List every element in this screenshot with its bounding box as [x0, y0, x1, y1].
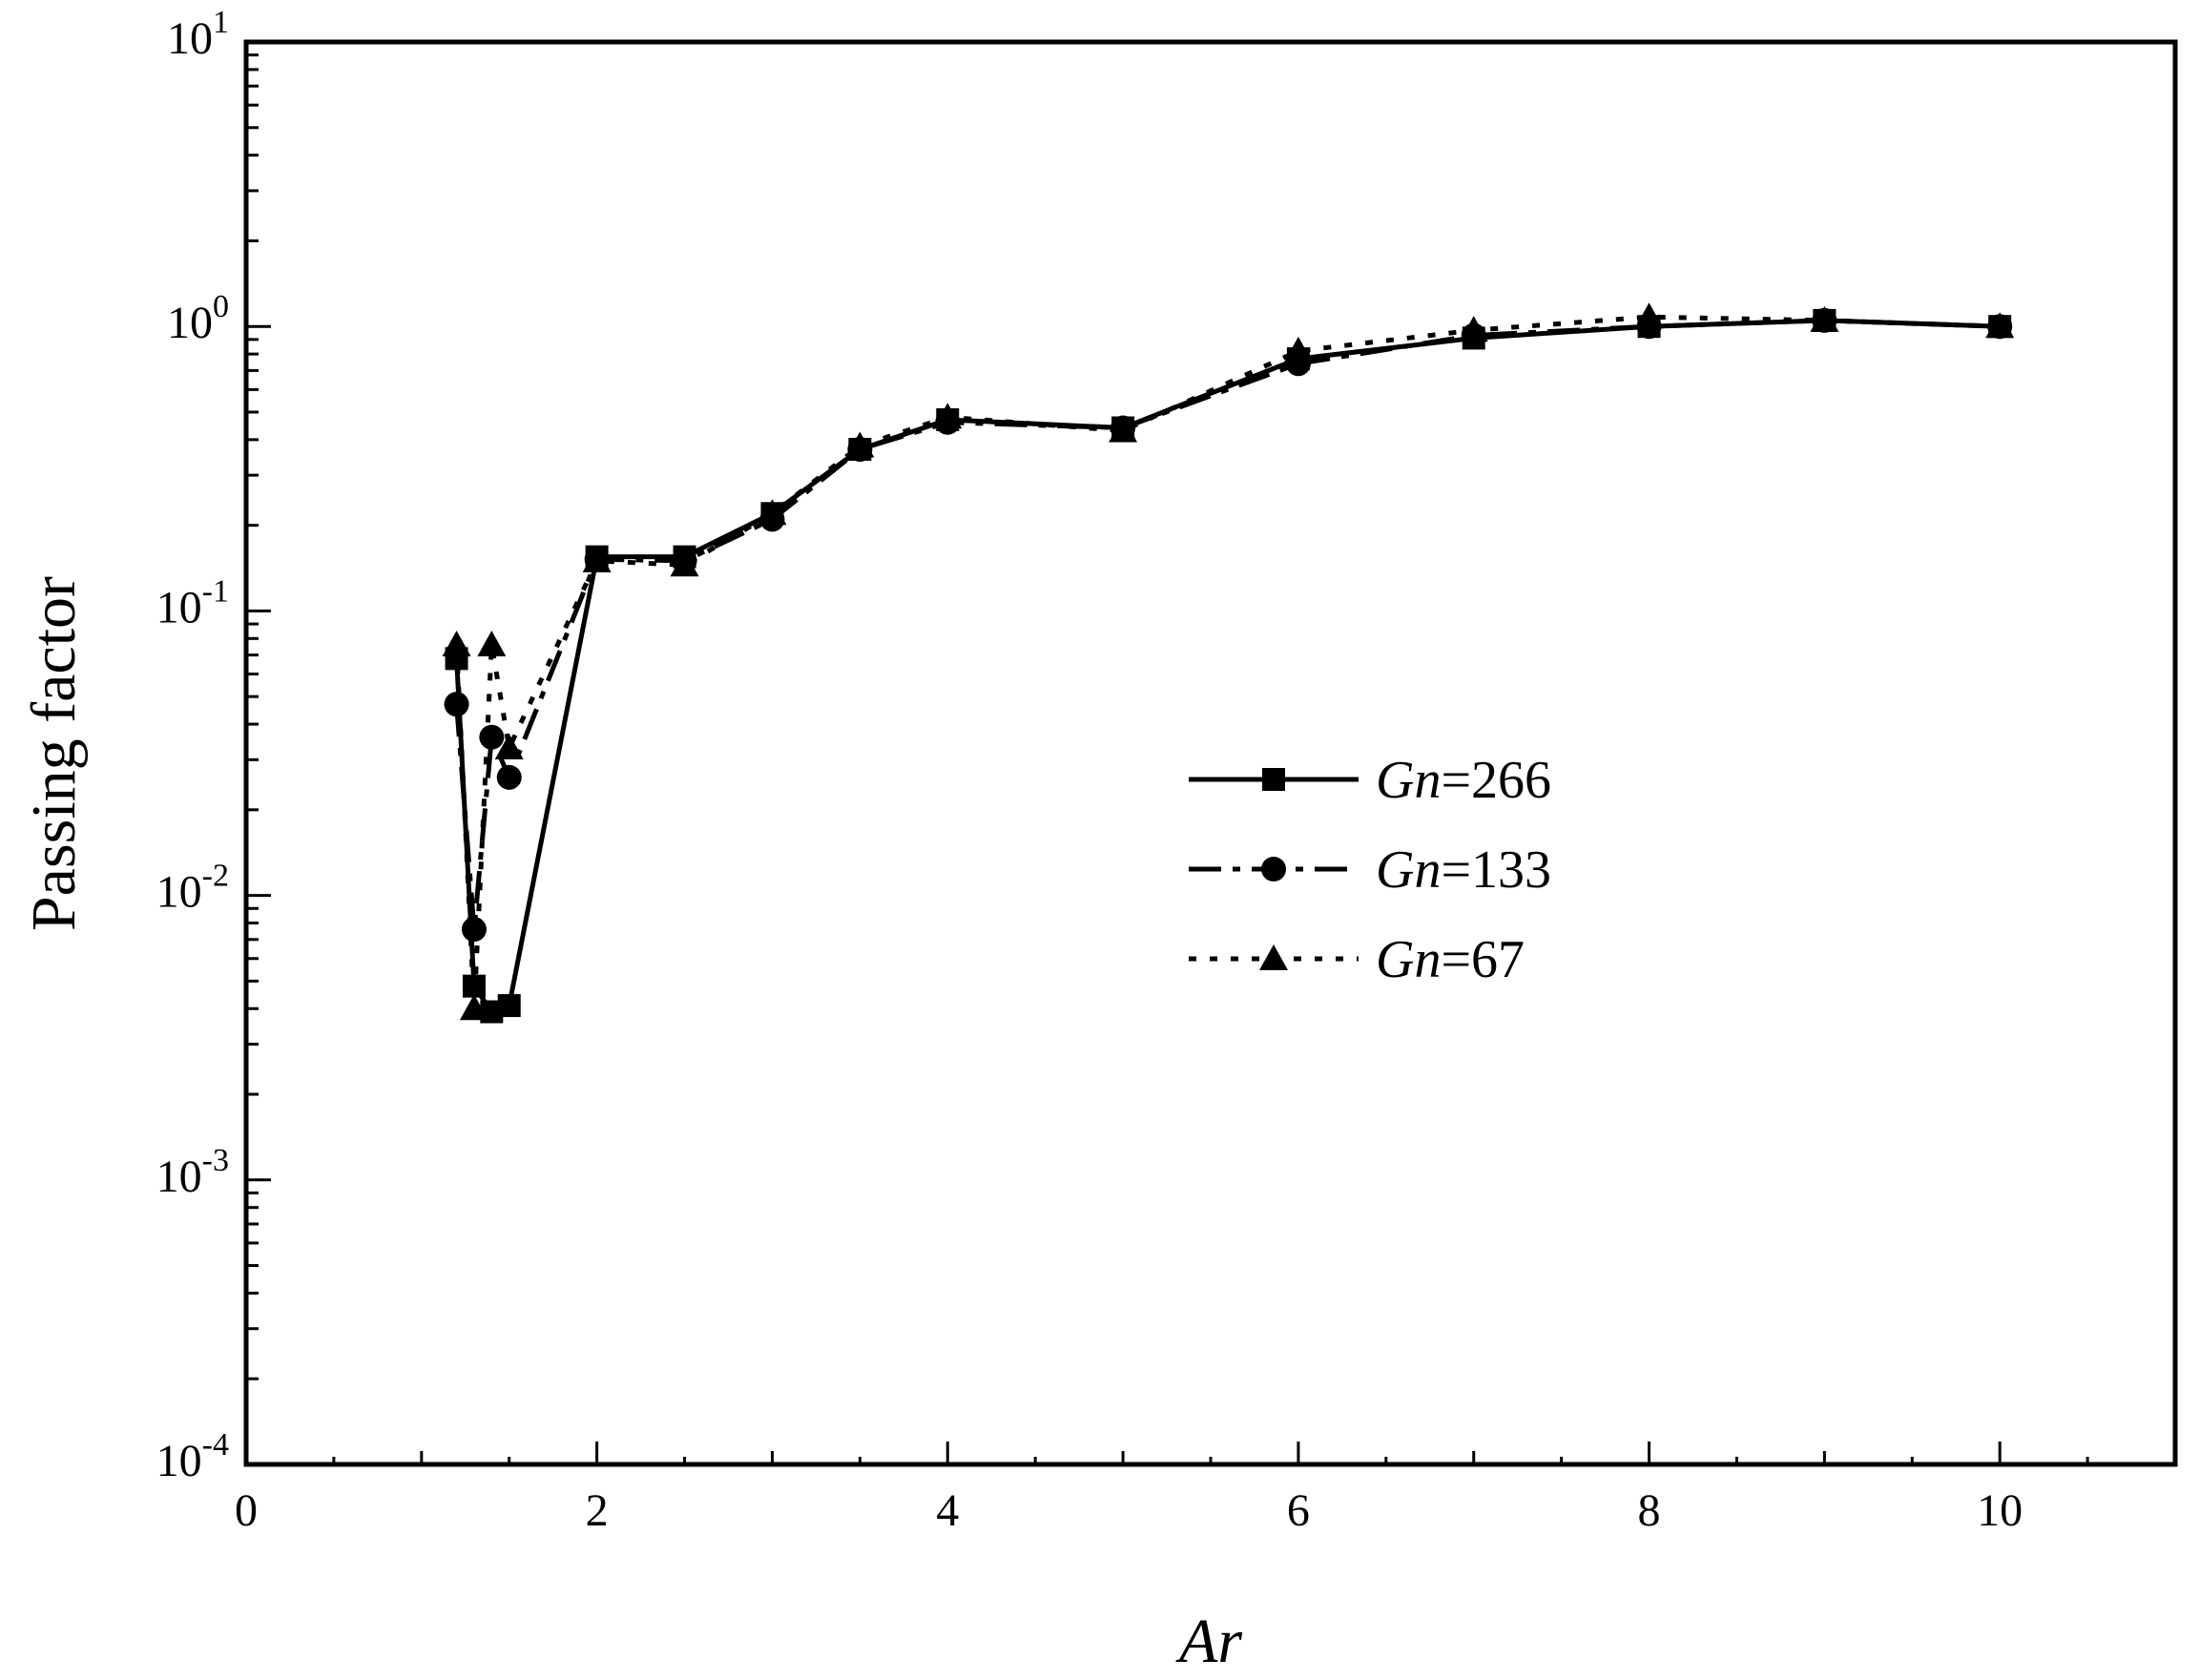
data-point-triangle: [758, 499, 787, 526]
y-tick-label: 100: [167, 289, 229, 348]
data-point-triangle: [933, 403, 963, 429]
y-tick-exponent: -2: [202, 859, 229, 894]
x-tick-label: 6: [1287, 1485, 1310, 1536]
legend-label-var: Gn: [1376, 751, 1441, 810]
data-point-circle: [444, 692, 469, 717]
legend-label-value: =266: [1441, 751, 1551, 810]
series-layer: [442, 302, 2015, 1024]
series-circle: [444, 307, 2013, 943]
y-tick-label: 10-2: [156, 859, 229, 918]
y-tick-exponent: -3: [202, 1143, 229, 1178]
y-tick-base: 10: [156, 582, 202, 633]
plot-frame: [243, 39, 2178, 1467]
data-point-triangle: [845, 431, 875, 458]
legend-item: Gn=266: [1189, 751, 1551, 810]
y-tick-base: 10: [156, 1151, 202, 1202]
x-tick-label: 10: [1977, 1485, 2023, 1536]
y-axis-title: Passing factor: [19, 576, 89, 931]
data-point-triangle: [582, 546, 612, 572]
data-point-circle: [461, 917, 487, 943]
data-point-triangle: [494, 733, 524, 759]
series-line-triangle: [454, 314, 2001, 1011]
x-tick-labels: 0 2 4 6 8 10: [235, 1485, 2023, 1536]
legend-item: Gn=67: [1189, 930, 1525, 989]
series-line-circle: [454, 318, 2001, 932]
data-point-triangle: [442, 630, 471, 656]
y-tick-label: 10-4: [156, 1427, 229, 1486]
ticks: [246, 40, 2089, 1466]
x-tick-label: 2: [586, 1485, 609, 1536]
y-tick-base: 10: [156, 867, 202, 918]
data-point-triangle: [670, 550, 699, 577]
legend-marker: [1261, 857, 1286, 881]
legend-item: Gn=133: [1189, 840, 1551, 900]
series-square: [445, 308, 2012, 1024]
legend-label-value: =67: [1441, 930, 1525, 989]
data-point-triangle: [1985, 312, 2015, 339]
legend-label-var: Gn: [1376, 930, 1441, 989]
y-tick-exponent: -4: [202, 1427, 229, 1462]
x-tick-label: 8: [1638, 1485, 1661, 1536]
y-tick-exponent: -1: [202, 573, 229, 609]
legend-marker: [1259, 944, 1288, 970]
x-tick-label: 0: [235, 1485, 258, 1536]
data-point-circle: [496, 764, 522, 790]
data-point-triangle: [1810, 305, 1839, 332]
data-point-triangle: [1634, 302, 1664, 329]
data-point-triangle: [1283, 336, 1313, 363]
y-tick-base: 10: [167, 298, 213, 348]
y-tick-label: 101: [167, 5, 229, 64]
legend-label: Gn=266: [1376, 751, 1551, 810]
series-line-square: [454, 318, 2001, 1015]
legend-label: Gn=67: [1376, 930, 1525, 989]
legend-label: Gn=133: [1376, 840, 1551, 900]
data-point-triangle: [459, 994, 488, 1021]
data-point-triangle: [1109, 416, 1138, 443]
y-tick-base: 10: [167, 13, 213, 64]
series-triangle: [442, 302, 2015, 1021]
data-point-triangle: [477, 630, 507, 656]
y-tick-exponent: 1: [213, 5, 229, 40]
y-tick-base: 10: [156, 1436, 202, 1486]
data-point-square: [497, 994, 521, 1018]
x-axis-title: Ar: [1175, 1607, 1242, 1676]
y-tick-label: 10-3: [156, 1143, 229, 1202]
x-tick-label: 4: [936, 1485, 959, 1536]
y-tick-exponent: 0: [213, 289, 229, 324]
legend-label-value: =133: [1441, 840, 1551, 900]
y-tick-label: 10-1: [156, 573, 229, 633]
data-point-circle: [479, 724, 505, 750]
legend-label-var: Gn: [1376, 840, 1441, 900]
data-point-triangle: [1459, 316, 1488, 342]
legend-marker: [1262, 768, 1285, 791]
